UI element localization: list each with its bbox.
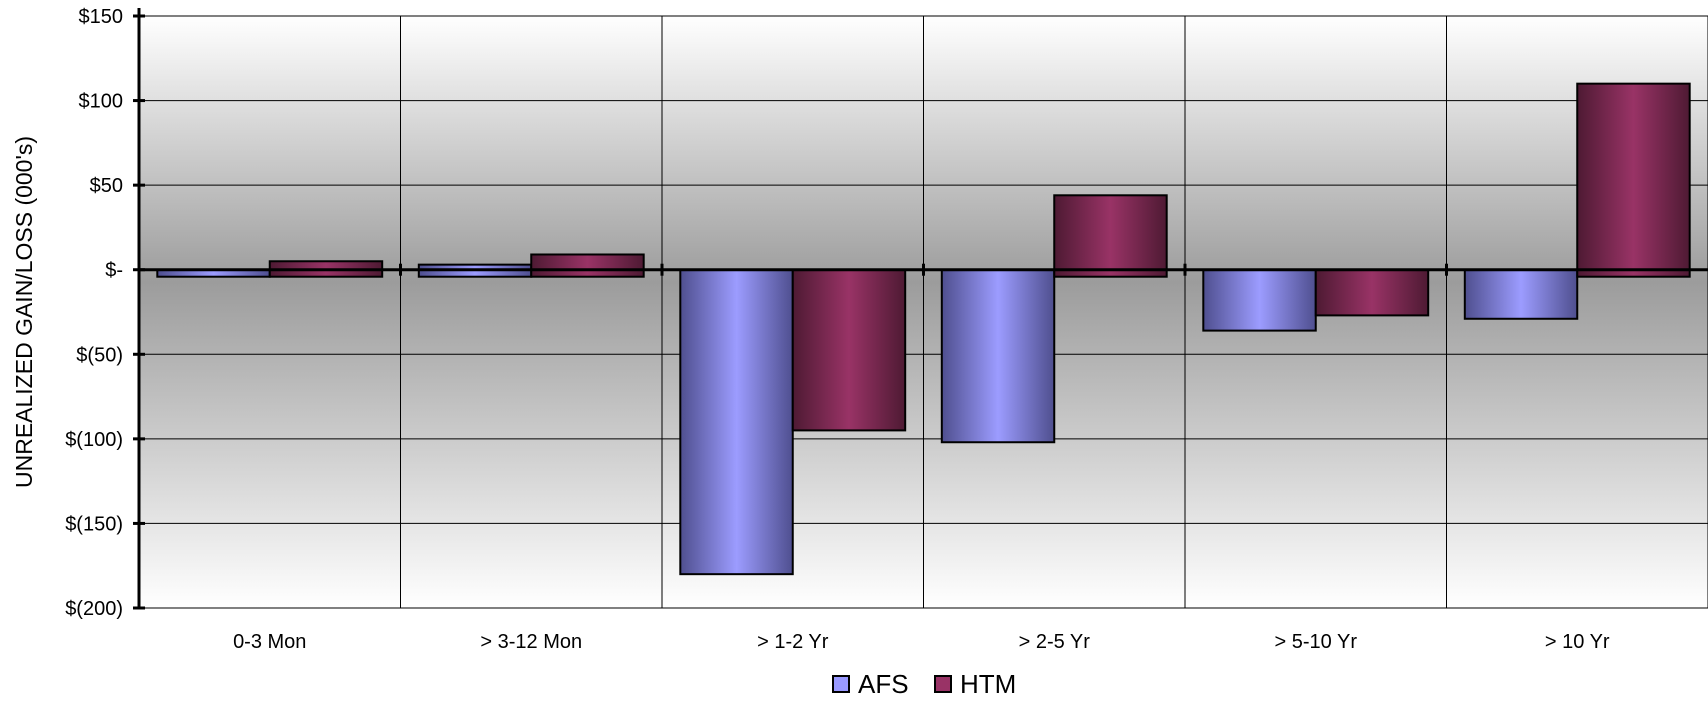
bar-afs-3 — [940, 268, 1056, 444]
x-tick-label: > 2-5 Yr — [1019, 631, 1091, 653]
y-tick-label: $(150) — [65, 513, 123, 535]
bar-htm-5 — [1576, 82, 1691, 278]
bars — [156, 82, 1691, 576]
x-tick-labels: 0-3 Mon > 3-12 Mon > 1-2 Yr > 2-5 Yr > 5-10 … — [233, 631, 1610, 653]
legend-swatch-afs — [832, 675, 850, 693]
bar-htm-1 — [530, 253, 645, 278]
x-tick-label: > 3-12 Mon — [480, 631, 582, 653]
x-tick-label: > 1-2 Yr — [757, 631, 829, 653]
bar-afs-5 — [1463, 268, 1579, 320]
bar-afs-4 — [1202, 268, 1317, 332]
y-tick-label: $100 — [79, 91, 124, 113]
legend: AFS HTM — [832, 669, 1016, 699]
y-tick-label: $50 — [90, 175, 123, 197]
y-tick-label: $150 — [79, 6, 124, 28]
bar-htm-2 — [791, 268, 907, 432]
bar-afs-2 — [679, 268, 794, 576]
bar-htm-4 — [1314, 268, 1430, 317]
y-axis-label: UNREALIZED GAIN/LOSS (000's) — [11, 136, 37, 488]
y-tick-labels: $150 $100 $50 $- $(50) $(100) $(150) $(200) — [65, 6, 123, 620]
y-tick-label: $(200) — [65, 598, 123, 620]
legend-swatch-htm — [934, 675, 952, 693]
y-tick-label: $(50) — [76, 344, 123, 366]
x-tick-label: 0-3 Mon — [233, 631, 306, 653]
y-tick-label: $(100) — [65, 429, 123, 451]
x-tick-label: > 10 Yr — [1545, 631, 1610, 653]
y-tick-label: $- — [105, 260, 123, 282]
bar-htm-3 — [1053, 194, 1168, 278]
legend-label-htm: HTM — [960, 669, 1016, 697]
legend-label-afs: AFS — [858, 669, 909, 697]
x-tick-label: > 5-10 Yr — [1275, 631, 1358, 653]
axes — [133, 8, 1708, 610]
